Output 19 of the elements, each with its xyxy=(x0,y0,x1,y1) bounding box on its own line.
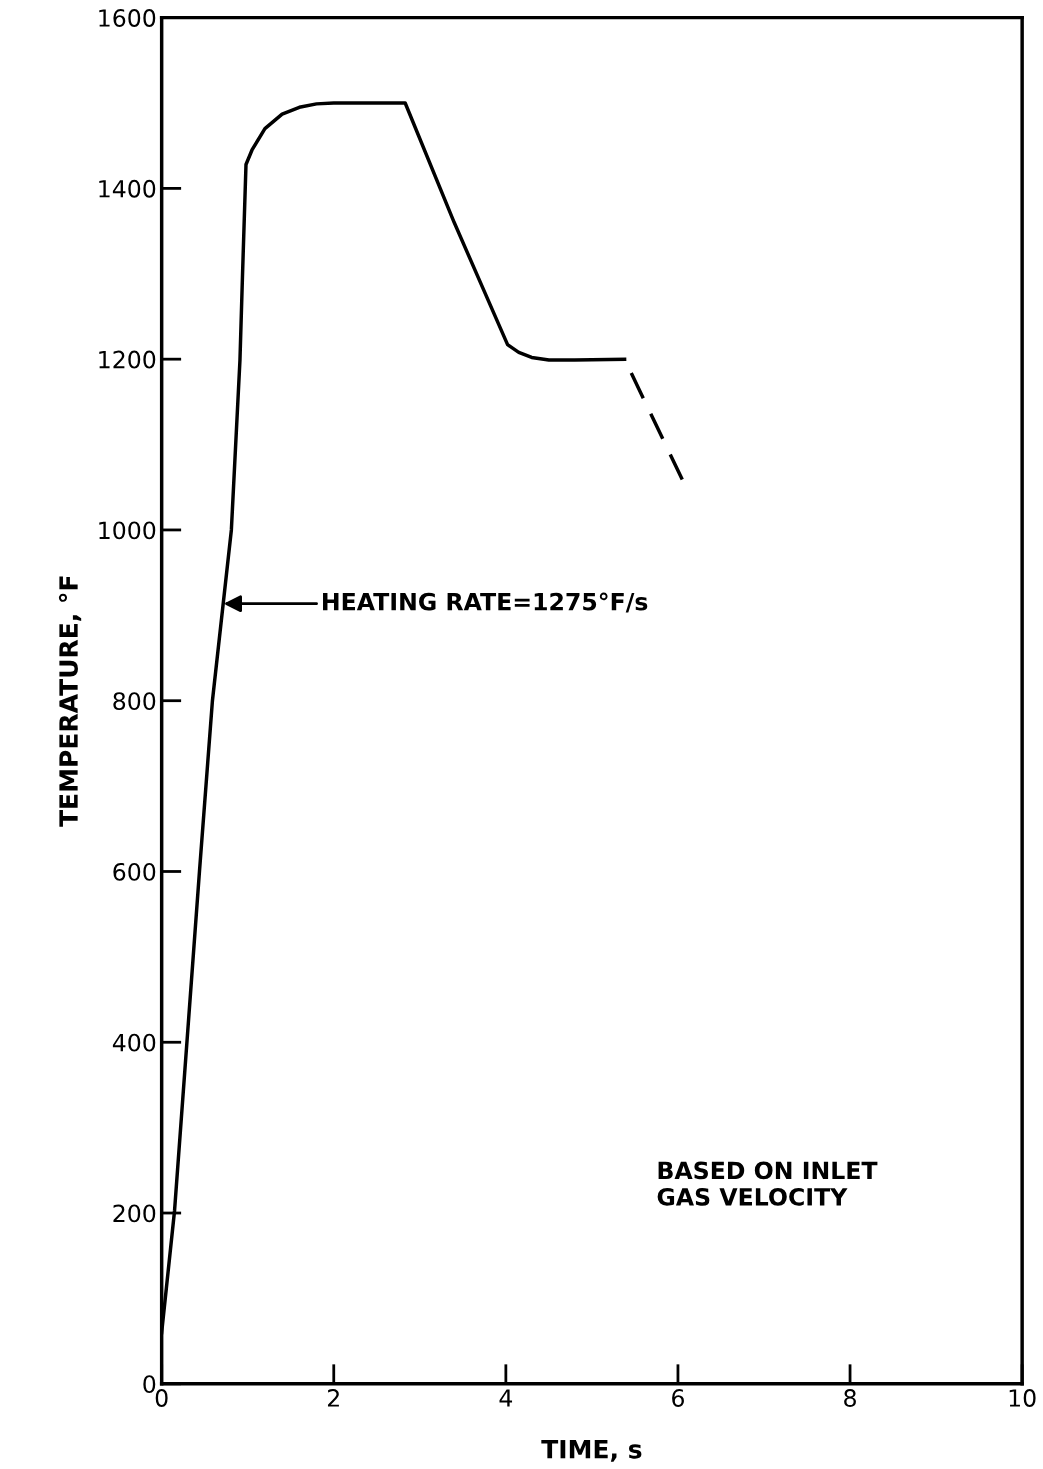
y-tick-label: 1400 xyxy=(99,179,156,198)
y-tick-label: 400 xyxy=(112,1033,156,1052)
x-tick-label: 8 xyxy=(844,1389,856,1407)
y-tick-label: 1000 xyxy=(99,521,156,540)
x-tick-label: 4 xyxy=(499,1389,513,1407)
x-tick-label: 0 xyxy=(155,1389,168,1407)
x-tick-label: 10 xyxy=(1009,1389,1036,1407)
y-tick-label: 200 xyxy=(113,1204,156,1223)
annotation: HEATING RATE=1275°F/s xyxy=(323,592,648,613)
y-tick-label: 1600 xyxy=(99,9,156,27)
annotation: BASED ON INLET GAS VELOCITY xyxy=(657,1161,878,1206)
x-tick-label: 2 xyxy=(327,1389,339,1407)
x-tick-label: 6 xyxy=(672,1389,684,1407)
y-tick-label: 600 xyxy=(113,862,156,881)
x-axis-title: TIME, s xyxy=(541,1440,642,1462)
y-tick-label: 0 xyxy=(143,1375,156,1394)
y-tick-label: 800 xyxy=(113,692,156,711)
y-axis-title: TEMPERATURE, °F xyxy=(58,576,82,827)
y-tick-label: 1200 xyxy=(99,350,156,369)
